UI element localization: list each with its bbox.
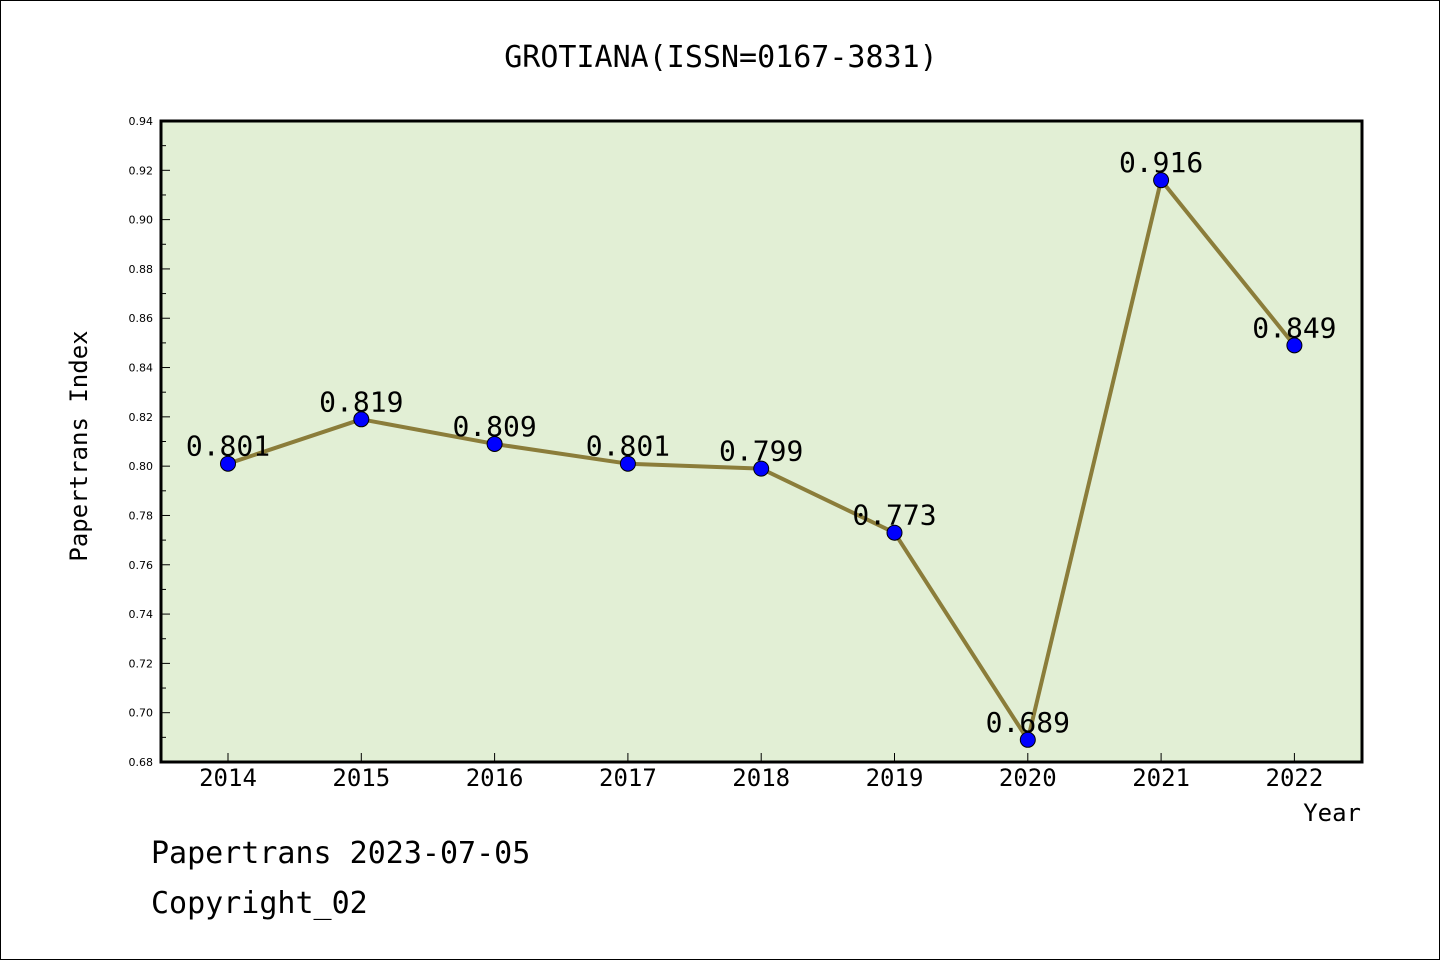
data-label: 0.799	[719, 435, 803, 468]
x-tick-label: 2018	[732, 764, 790, 792]
data-point	[1153, 172, 1170, 189]
data-label: 0.773	[852, 499, 936, 532]
data-label: 0.819	[319, 385, 403, 418]
y-tick-label: 0.82	[129, 411, 154, 424]
series-line	[226, 178, 1297, 742]
line-segment	[492, 441, 630, 466]
x-tick-label: 2014	[199, 764, 257, 792]
x-tick-label: 2021	[1132, 764, 1190, 792]
line-segment	[1025, 178, 1164, 742]
data-point	[486, 435, 503, 452]
y-axis: 0.68 0.70 0.72 0.74 0.76 0.78 0.80 0.82 0.84 0.86…	[129, 115, 170, 769]
plot-area	[159, 119, 1364, 764]
y-tick-label: 0.86	[129, 312, 154, 325]
y-tick-label: 0.74	[129, 608, 154, 621]
data-point	[220, 455, 236, 472]
x-tick-label: 2020	[999, 764, 1057, 792]
y-tick-label: 0.88	[129, 263, 154, 276]
y-tick-label: 0.76	[129, 559, 154, 572]
chart-title: GROTIANA(ISSN=0167-3831)	[504, 40, 937, 75]
line-segment	[759, 466, 897, 535]
line-segment	[359, 417, 497, 446]
y-tick-label: 0.68	[129, 756, 154, 769]
x-axis-label: Year	[1303, 799, 1361, 827]
data-point	[1286, 337, 1303, 354]
y-axis-label: Papertrans Index	[65, 330, 93, 561]
line-segment	[226, 417, 364, 466]
data-point	[1019, 731, 1036, 748]
data-label: 0.801	[186, 430, 270, 463]
x-tick-label: 2022	[1266, 764, 1324, 792]
data-labels: 0.801 0.819 0.809 0.801 0.799 0.773 0.689 0.916…	[186, 146, 1337, 739]
data-label: 0.916	[1119, 146, 1203, 179]
x-tick-label: 2019	[866, 764, 924, 792]
data-label: 0.689	[986, 706, 1070, 739]
data-label: 0.809	[452, 410, 536, 443]
x-tick-label: 2017	[599, 764, 657, 792]
x-axis: 2014 2015 2016 2017 2018 2019 2020 2021 2022	[199, 753, 1323, 792]
data-point	[886, 524, 903, 541]
line-segment	[625, 461, 764, 471]
x-tick-label: 2015	[332, 764, 390, 792]
series-markers	[220, 172, 1303, 748]
line-segment	[1159, 178, 1297, 348]
y-tick-label: 0.78	[129, 509, 154, 522]
y-tick-label: 0.84	[129, 362, 154, 375]
line-segment	[892, 530, 1030, 742]
data-point	[619, 455, 636, 472]
data-point	[753, 460, 770, 477]
footer-copyright: Copyright_02	[151, 886, 368, 921]
y-tick-label: 0.94	[129, 115, 154, 128]
y-tick-label: 0.90	[129, 214, 154, 227]
data-label: 0.801	[586, 430, 670, 463]
y-tick-label: 0.80	[129, 460, 154, 473]
data-point	[353, 411, 370, 428]
y-tick-label: 0.72	[129, 657, 154, 670]
y-tick-label: 0.70	[129, 707, 154, 720]
footer-date: Papertrans 2023-07-05	[151, 836, 531, 871]
y-tick-label: 0.92	[129, 164, 154, 177]
data-label: 0.849	[1252, 311, 1336, 344]
x-tick-label: 2016	[466, 764, 524, 792]
